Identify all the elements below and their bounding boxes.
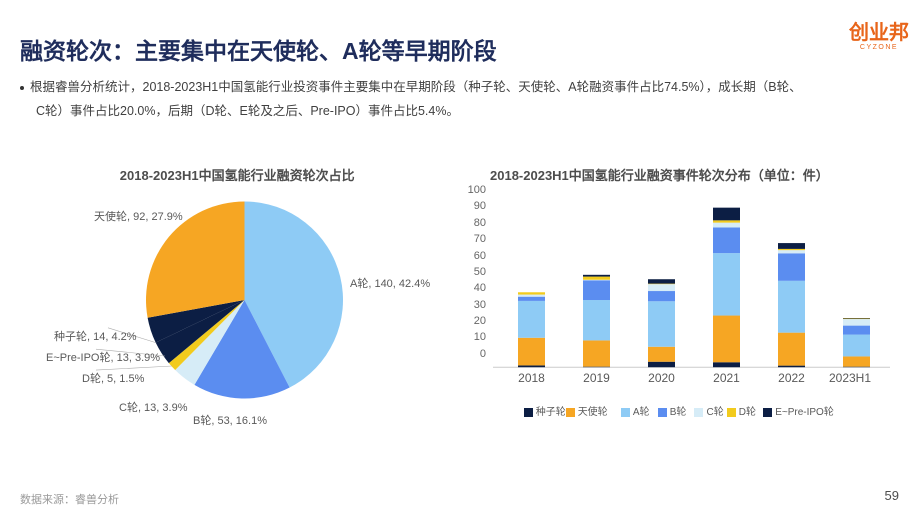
svg-text:CYZONE: CYZONE [860, 44, 898, 51]
svg-text:创业邦: 创业邦 [848, 20, 909, 44]
